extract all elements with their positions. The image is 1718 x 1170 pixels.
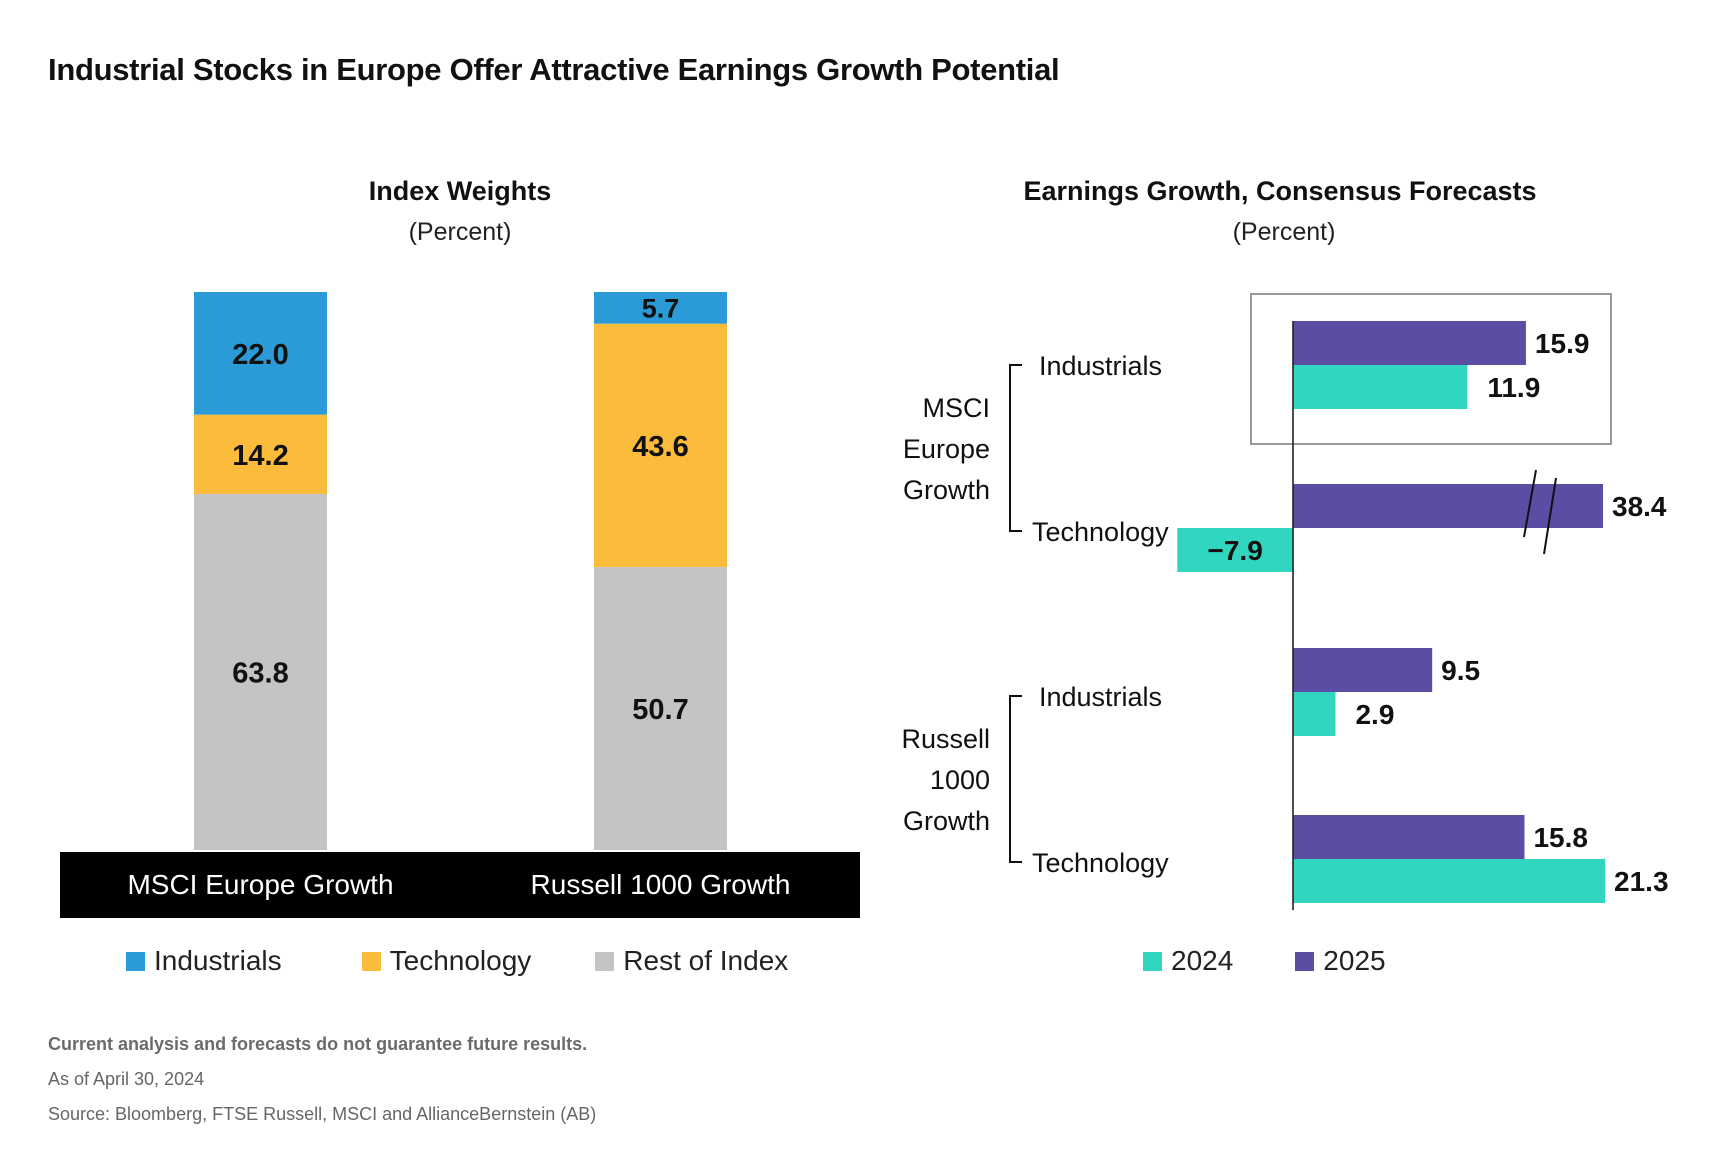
data-label-russell-1000-growth-industrials-2025: 9.5 [1441,655,1480,686]
data-label-russell-1000-growth-industrials: 5.7 [642,294,680,324]
bar-russell-1000-growth-technology-2025 [1293,815,1525,859]
bar-msci-europe-growth-technology-2025 [1293,484,1603,528]
footer-source: Source: Bloomberg, FTSE Russell, MSCI an… [48,1104,597,1124]
data-label-msci-europe-growth-industrials-2024: 11.9 [1487,372,1540,403]
bar-russell-1000-growth-industrials [594,292,727,324]
legend-label-technology: Technology [389,945,532,976]
legend-technology: Technology [361,945,532,977]
group-label-russell-1000-growth-line-2: 1000 [930,765,990,795]
bar-russell-1000-growth-rest-of-index [594,567,727,850]
group-bracket-russell-1000-growth [1009,695,1022,863]
category-label-msci-europe-growth: MSCI Europe Growth [127,869,393,900]
data-label-msci-europe-growth-technology: 14.2 [232,440,288,472]
axis-break-mark-1 [1523,469,1537,538]
legend-label-2024: 2024 [1171,945,1234,976]
category-band [60,852,860,918]
data-label-russell-1000-growth-rest-of-index: 50.7 [632,694,688,726]
sector-label-msci-europe-growth-technology: Technology [1032,517,1169,547]
legend-swatch-rest [595,951,615,971]
bar-russell-1000-growth-technology [594,323,727,568]
bar-msci-europe-growth-industrials-2025 [1293,321,1526,365]
earnings-growth-title: Earnings Growth, Consensus Forecasts [1023,176,1537,206]
data-label-msci-europe-growth-technology-2024: −7.9 [1207,535,1262,566]
data-label-russell-1000-growth-technology-2025: 15.8 [1533,822,1588,853]
legend-label-industrials: Industrials [154,945,282,976]
earnings-growth-chart: 15.9 11.9 38.4 −7.9 9.5 2.9 15.8 21.3 Industrial… [901,293,1669,910]
legend-2024: 2024 [1143,945,1233,977]
index-weights-title: Index Weights [368,176,552,206]
earnings-growth-subtitle: (Percent) [1232,218,1336,246]
sector-label-russell-1000-growth-technology: Technology [1032,848,1169,878]
group-label-msci-europe-growth-line-2: Europe [903,434,990,464]
data-label-russell-1000-growth-technology: 43.6 [632,431,688,463]
group-bracket-msci-europe-growth [1009,364,1022,532]
index-weights-legend: Industrials Technology Rest of Index [126,945,788,977]
bar-msci-europe-growth-technology [194,414,327,494]
legend-label-2025: 2025 [1323,945,1386,976]
legend-swatch-technology [361,951,381,971]
legend-swatch-2024 [1143,951,1162,971]
data-label-russell-1000-growth-technology-2024: 21.3 [1614,866,1669,897]
legend-2025: 2025 [1295,945,1386,977]
earnings-growth-legend: 2024 2025 [1143,945,1386,977]
bar-msci-europe-growth-rest-of-index [194,493,327,850]
data-label-russell-1000-growth-industrials-2024: 2.9 [1355,699,1394,730]
sector-label-russell-1000-growth-industrials: Industrials [1039,682,1162,712]
data-label-msci-europe-growth-rest-of-index: 63.8 [232,657,288,689]
bar-russell-1000-growth-industrials-2024 [1293,692,1336,736]
footer-disclaimer: Current analysis and forecasts do not gu… [48,1034,588,1054]
sector-label-msci-europe-growth-industrials: Industrials [1039,351,1162,381]
legend-label-rest: Rest of Index [623,945,789,976]
data-label-msci-europe-growth-industrials-2025: 15.9 [1535,328,1590,359]
index-weights-subtitle: (Percent) [408,218,512,246]
bar-russell-1000-growth-industrials-2025 [1293,648,1433,692]
legend-swatch-2025 [1295,951,1315,971]
legend-swatch-industrials [126,951,145,971]
bar-msci-europe-growth-industrials [194,292,327,415]
bar-msci-europe-growth-technology-2024 [1177,528,1293,572]
data-label-msci-europe-growth-technology-2025: 38.4 [1612,491,1667,522]
index-weights-chart: 22.0 14.2 63.8 5.7 43.6 50.7 MSCI Europe Growt… [60,292,860,918]
legend-rest: Rest of Index [595,945,788,977]
group-label-msci-europe-growth-line-1: MSCI [923,393,991,423]
category-label-russell-1000-growth: Russell 1000 Growth [531,869,791,900]
main-title: Industrial Stocks in Europe Offer Attrac… [48,52,1060,87]
data-label-msci-europe-growth-industrials: 22.0 [232,339,288,371]
bar-msci-europe-growth-industrials-2024 [1293,365,1468,409]
group-label-russell-1000-growth-line-1: Russell [901,724,990,754]
group-label-russell-1000-growth-line-3: Growth [903,806,990,836]
legend-industrials: Industrials [126,945,282,977]
highlight-box [1250,293,1612,445]
footer-as-of: As of April 30, 2024 [48,1069,205,1089]
group-label-msci-europe-growth-line-3: Growth [903,475,990,505]
axis-break-mark-2 [1543,477,1557,555]
bar-russell-1000-growth-technology-2024 [1293,859,1606,903]
